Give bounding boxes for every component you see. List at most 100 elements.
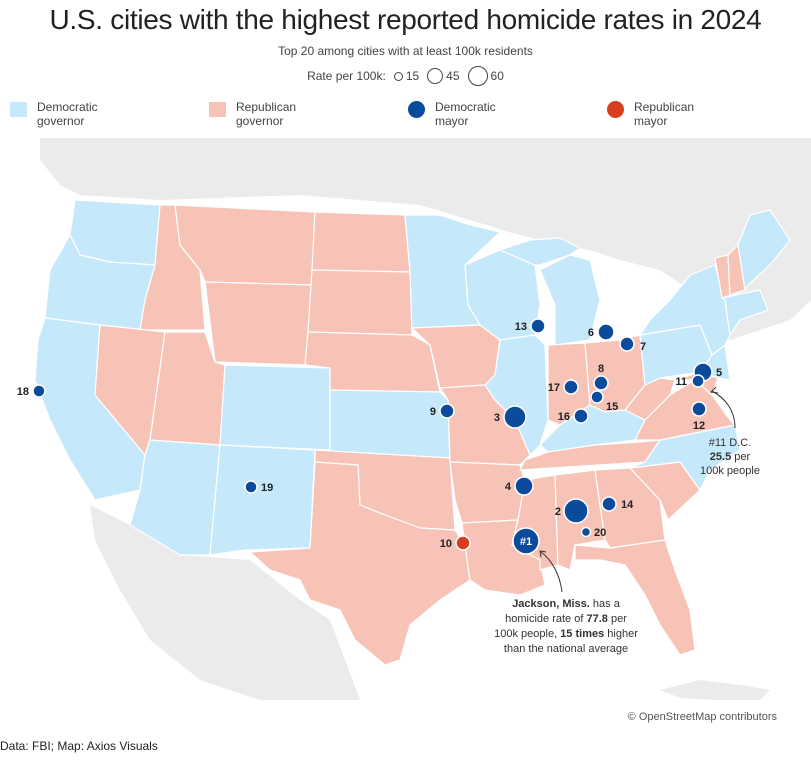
background-land: [40, 138, 811, 340]
state-colorado: [219, 364, 331, 451]
jackson-arrow: [540, 551, 563, 593]
map-attribution: © OpenStreetMap contributors: [627, 711, 777, 723]
jackson-annotation-line4: than the national average: [504, 643, 628, 655]
jackson-annotation: Jackson, Miss. has a homicide rate of 77…: [494, 598, 638, 655]
marker-circle-13: [530, 318, 546, 334]
marker-label-14: 14: [621, 499, 634, 511]
map-subtitle: Top 20 among cities with at least 100k r…: [278, 44, 533, 58]
marker-label-2: 2: [555, 506, 561, 518]
state-texas: [249, 461, 471, 666]
marker-label-15: 15: [606, 401, 618, 413]
size-legend-value: 60: [490, 69, 504, 83]
legend-dem-governor: Democratic governor: [10, 100, 117, 128]
marker-label-18: 18: [17, 386, 29, 398]
legend-label: Democratic governor: [37, 100, 98, 128]
size-legend-circle-small: [393, 71, 403, 81]
size-legend-circle-large: [467, 66, 488, 86]
state-new-england-south: [721, 289, 769, 336]
city-markers: #1 2 3 4 5 6 7 8 9 10 11 12 13: [17, 318, 722, 555]
marker-label-4: 4: [505, 481, 512, 493]
jackson-arrowhead: [539, 550, 547, 558]
legend-dot: [607, 101, 624, 118]
state-maine: [737, 209, 791, 291]
marker-circle-11: [691, 374, 705, 388]
state-new-mexico: [209, 444, 316, 556]
size-legend-item-60: 60: [467, 66, 504, 86]
marker-circle-16: [573, 408, 589, 424]
marker-circle-6: [597, 323, 615, 341]
size-legend: Rate per 100k: 15 45 60: [0, 66, 811, 86]
jackson-annotation-line2: homicide rate of 77.8 per: [505, 613, 627, 625]
marker-label-13: 13: [515, 321, 527, 333]
state-kansas: [329, 389, 451, 459]
dc-annotation: #11 D.C. 25.5 per 100k people: [700, 437, 760, 477]
marker-label-20: 20: [594, 527, 606, 539]
legend-label: Republican governor: [236, 100, 297, 128]
marker-circle-3: [503, 405, 527, 429]
state-illinois: [484, 334, 549, 456]
marker-circle-4: [514, 476, 534, 496]
legend-dem-mayor: Democratic mayor: [408, 100, 515, 128]
dc-arrowhead: [709, 386, 719, 394]
size-legend-value: 15: [405, 69, 420, 83]
mexico-land: [90, 505, 360, 700]
state-arkansas: [449, 461, 526, 524]
marker-label-1: #1: [520, 536, 532, 548]
map-title: U.S. cities with the highest reported ho…: [49, 4, 762, 35]
state-south-dakota: [307, 269, 413, 336]
marker-label-19: 19: [261, 482, 273, 494]
marker-label-16: 16: [558, 411, 570, 423]
annotation-arrows: [539, 386, 736, 593]
marker-circle-1: [512, 527, 540, 555]
states-layer: [34, 199, 791, 666]
marker-circle-19: [244, 480, 258, 494]
state-florida: [574, 539, 696, 656]
size-legend-label: Rate per 100k:: [307, 69, 386, 83]
size-legend-value: 45: [446, 69, 460, 83]
marker-circle-2: [563, 498, 589, 524]
color-legend: Democratic governor Republican governor De…: [0, 100, 811, 134]
legend-swatch: [209, 102, 226, 117]
size-legend-item-45: 45: [427, 68, 460, 84]
marker-circle-9: [439, 403, 455, 419]
marker-circle-20: [580, 526, 592, 538]
marker-label-7: 7: [640, 341, 646, 353]
legend-rep-mayor: Republican mayor: [607, 100, 714, 128]
marker-label-8: 8: [598, 363, 604, 375]
marker-circle-17: [563, 379, 579, 395]
marker-label-3: 3: [494, 412, 500, 424]
dc-annotation-line3: 100k people: [700, 465, 760, 477]
marker-circle-7: [619, 336, 635, 352]
dc-annotation-line1: #11 D.C.: [709, 437, 752, 449]
jackson-annotation-line3: 100k people, 15 times higher: [494, 628, 638, 640]
state-north-dakota: [311, 211, 411, 273]
marker-circle-8: [593, 375, 609, 391]
marker-label-11: 11: [675, 376, 687, 388]
marker-label-10: 10: [440, 538, 452, 550]
marker-circle-14: [601, 496, 617, 512]
legend-rep-governor: Republican governor: [209, 100, 316, 128]
marker-label-6: 6: [588, 327, 594, 339]
marker-circle-12: [691, 401, 707, 417]
cuba-land: [660, 680, 770, 700]
state-wyoming: [204, 281, 313, 366]
marker-label-5: 5: [716, 367, 722, 379]
marker-label-12: 12: [693, 420, 705, 432]
source-credit: Data: FBI; Map: Axios Visuals: [0, 739, 158, 753]
size-legend-circle-medium: [427, 68, 444, 84]
marker-circle-18: [32, 384, 46, 398]
legend-swatch: [10, 102, 27, 117]
marker-circle-10: [455, 535, 471, 551]
legend-label: Republican mayor: [634, 100, 695, 128]
marker-label-17: 17: [548, 382, 560, 394]
state-tennessee: [519, 439, 661, 471]
state-michigan-upper: [499, 237, 581, 266]
jackson-annotation-line1: Jackson, Miss. has a: [512, 598, 621, 610]
dc-annotation-line2: 25.5 per: [710, 451, 751, 463]
legend-dot: [408, 101, 425, 118]
state-michigan: [539, 254, 601, 346]
marker-label-9: 9: [430, 406, 436, 418]
legend-label: Democratic mayor: [435, 100, 496, 128]
marker-circle-15: [590, 390, 604, 404]
us-map: #1 2 3 4 5 6 7 8 9 10 11 12 13: [0, 138, 811, 708]
